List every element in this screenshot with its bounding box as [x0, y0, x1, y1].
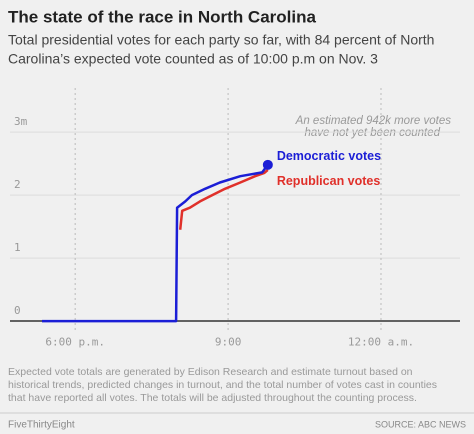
- footnote: Expected vote totals are generated by Ed…: [8, 366, 413, 378]
- y-tick-label: 0: [14, 304, 21, 317]
- end-dot: [262, 159, 273, 170]
- chart-title: The state of the race in North Carolina: [8, 7, 316, 26]
- footnote: historical trends, predicted changes in …: [8, 379, 437, 391]
- x-tick-label: 12:00 a.m.: [348, 336, 414, 349]
- series-label: Republican votes: [277, 174, 381, 188]
- x-tick-label: 6:00 p.m.: [45, 336, 105, 349]
- x-tick-label: 9:00: [215, 336, 242, 349]
- footer-brand: FiveThirtyEight: [8, 420, 75, 431]
- annotation: have not yet been counted: [304, 127, 440, 139]
- y-tick-label: 3m: [14, 115, 28, 128]
- series-line: [42, 164, 269, 323]
- annotation: An estimated 942k more votes: [295, 115, 452, 127]
- footer-source: SOURCE: ABC NEWS: [375, 419, 466, 429]
- y-tick-label: 1: [14, 241, 21, 254]
- y-tick-label: 2: [14, 178, 21, 191]
- footnote: that have reported all votes. The totals…: [8, 392, 417, 404]
- series-line: [178, 168, 269, 230]
- series-label: Democratic votes: [277, 149, 381, 163]
- subtitle: Carolina’s expected vote counted as of 1…: [8, 51, 378, 67]
- subtitle: Total presidential votes for each party …: [8, 32, 434, 48]
